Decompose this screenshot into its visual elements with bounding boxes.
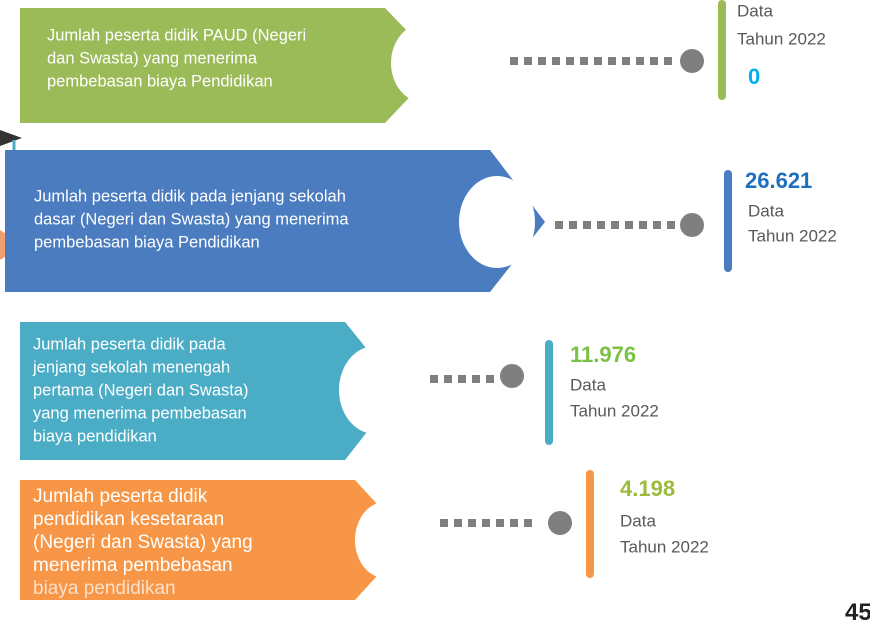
dot-segment (538, 57, 546, 65)
description-line: pendidikan kesetaraan (33, 509, 224, 530)
value: 26.621 (745, 168, 812, 193)
value: 11.976 (570, 342, 636, 367)
dot-segment (611, 221, 619, 229)
description-line: pembebasan biaya Pendidikan (47, 72, 273, 90)
dot-segment (496, 519, 504, 527)
data-label: Data (620, 511, 656, 530)
dot-segment (458, 375, 466, 383)
description-line: pertama (Negeri dan Swasta) (33, 381, 249, 399)
dot-segment (650, 57, 658, 65)
year-label: Tahun 2022 (570, 401, 659, 420)
year-label: Tahun 2022 (737, 29, 826, 48)
dot-segment (552, 57, 560, 65)
connector-dot (548, 511, 572, 535)
connector-dot (680, 213, 704, 237)
description-line: jenjang sekolah menengah (32, 358, 230, 376)
dot-segment (524, 57, 532, 65)
dot-segment (472, 375, 480, 383)
dot-segment (608, 57, 616, 65)
value-bar (724, 170, 732, 272)
dot-segment (625, 221, 633, 229)
dot-segment (510, 519, 518, 527)
data-label: Data (737, 1, 773, 20)
description-line: (Negeri dan Swasta) yang (33, 532, 253, 553)
dot-segment (583, 221, 591, 229)
description-line: Jumlah peserta didik pada jenjang sekola… (34, 187, 346, 205)
dot-segment (524, 519, 532, 527)
connector-dot (500, 364, 524, 388)
data-label: Data (748, 201, 784, 220)
dot-segment (639, 221, 647, 229)
value: 4.198 (620, 476, 675, 501)
dot-segment (580, 57, 588, 65)
year-label: Tahun 2022 (620, 537, 709, 556)
description-line: menerima pembebasan (33, 555, 233, 576)
description-line: Jumlah peserta didik PAUD (Negeri (47, 26, 306, 44)
value: 0 (748, 64, 760, 89)
circle-cutout (339, 346, 411, 434)
dot-segment (622, 57, 630, 65)
dot-segment (569, 221, 577, 229)
dot-segment (430, 375, 438, 383)
description-line: yang menerima pembebasan (33, 404, 247, 422)
circle-cutout (391, 23, 459, 103)
value-bar (718, 0, 726, 100)
description-line: biaya pendidikan (33, 427, 157, 445)
value-bar (586, 470, 594, 578)
dot-segment (594, 57, 602, 65)
dot-segment (664, 57, 672, 65)
description-line: Jumlah peserta didik (33, 486, 208, 507)
dot-segment (667, 221, 675, 229)
data-label: Data (570, 375, 606, 394)
circle-cutout (355, 502, 415, 578)
description-line: dasar (Negeri dan Swasta) yang menerima (34, 210, 349, 228)
dot-segment (636, 57, 644, 65)
description-line: pembebasan biaya Pendidikan (34, 233, 260, 251)
infographic: Jumlah peserta didik PAUD (Negeri dan Swa… (0, 0, 870, 626)
dot-segment (444, 375, 452, 383)
dot-segment (555, 221, 563, 229)
dot-segment (440, 519, 448, 527)
description-line: dan Swasta) yang menerima (47, 49, 258, 67)
dot-segment (597, 221, 605, 229)
dot-segment (486, 375, 494, 383)
circle-cutout (459, 176, 535, 268)
cap (0, 130, 22, 146)
description-line: Jumlah peserta didik pada (33, 335, 226, 353)
dot-segment (468, 519, 476, 527)
page-number: 45 (845, 599, 870, 626)
dot-segment (510, 57, 518, 65)
dot-segment (653, 221, 661, 229)
description-line: biaya pendidikan (33, 578, 176, 599)
value-bar (545, 340, 553, 445)
dot-segment (482, 519, 490, 527)
year-label: Tahun 2022 (748, 226, 837, 245)
dot-segment (566, 57, 574, 65)
connector-dot (680, 49, 704, 73)
dot-segment (454, 519, 462, 527)
